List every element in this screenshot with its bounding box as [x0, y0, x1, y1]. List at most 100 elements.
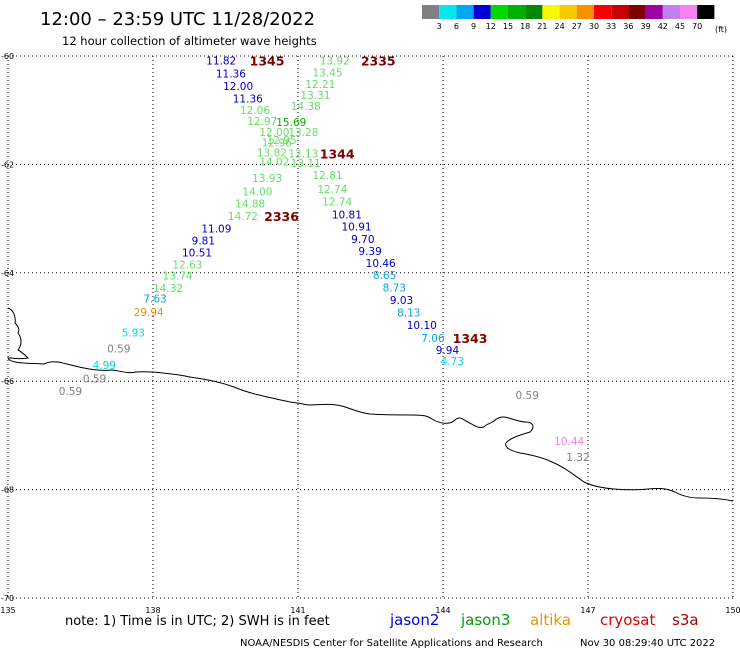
longitude-tick-label: 147	[580, 606, 595, 615]
wave-height-value: 12.96	[262, 138, 292, 150]
wave-height-value: 11.09	[201, 223, 231, 235]
latitude-tick-label: -68	[1, 486, 14, 495]
latitude-tick-label: -62	[1, 160, 14, 169]
footer-timestamp: Nov 30 08:29:40 UTC 2022	[580, 638, 715, 649]
wave-height-value: 12.13	[288, 149, 318, 161]
wave-height-value: 12.00	[223, 81, 253, 93]
pass-time-labels: 1345 2335 1344 2336 1343	[250, 53, 488, 346]
wave-height-value: 7.06	[421, 333, 445, 345]
wave-height-observations: 11.8211.3612.0011.3612.0612.9714.0213.93…	[59, 55, 590, 464]
footer-note: note: 1) Time is in UTC; 2) SWH is in fe…	[65, 614, 330, 629]
legend-label: 24	[555, 22, 565, 31]
wave-height-value: 12.95	[267, 135, 297, 147]
wave-height-value: 14.02	[259, 157, 289, 169]
legend-swatch	[594, 5, 612, 19]
legend-label: 3	[437, 22, 442, 31]
wave-height-value: 10.81	[332, 209, 362, 221]
footer-credit: NOAA/NESDIS Center for Satellite Applica…	[240, 638, 543, 649]
wave-height-value: 12.21	[305, 79, 335, 91]
wave-height-value: 13.31	[300, 90, 330, 102]
legend-swatch	[508, 5, 526, 19]
wave-height-value: 11.36	[216, 68, 246, 80]
legend-swatch	[611, 5, 629, 19]
lat-lon-grid	[7, 55, 734, 599]
wave-height-value: 14.32	[153, 283, 183, 295]
wave-height-value: 10.44	[554, 436, 584, 448]
satellite-legend: jason2 jason3 altika cryosat s3a	[389, 611, 699, 629]
longitude-tick-label: 141	[290, 606, 305, 615]
satellite-name-s3a: s3a	[672, 611, 699, 629]
latitude-tick-label: -70	[1, 594, 14, 603]
wave-height-value: 12.81	[313, 170, 343, 182]
pass-time-label: 1343	[453, 331, 488, 346]
map-title: 12:00 – 23:59 UTC 11/28/2022	[40, 9, 315, 30]
color-legend-labels: 3 6 9 12 15 18 21 24 27 30 33 36 39 42 45 70	[437, 22, 703, 31]
wave-height-value: 5.93	[122, 327, 145, 339]
wave-height-value: 14.72	[228, 211, 258, 223]
legend-swatch	[645, 5, 663, 19]
legend-swatch	[559, 5, 577, 19]
wave-height-value: 13.45	[313, 67, 343, 79]
legend-label: 36	[623, 22, 633, 31]
legend-label: 9	[471, 22, 476, 31]
wave-height-value: 9.81	[192, 235, 215, 247]
wave-height-value: 13.74	[163, 271, 193, 283]
antarctic-coastline	[7, 307, 734, 502]
legend-label: 27	[572, 22, 582, 31]
satellite-name-jason2: jason2	[389, 611, 439, 629]
wave-height-value: 4.99	[93, 360, 116, 372]
wave-height-value: 10.91	[342, 222, 372, 234]
pass-time-label: 2335	[361, 53, 396, 68]
legend-swatch	[680, 5, 698, 19]
legend-swatch	[422, 5, 440, 19]
legend-label: 18	[520, 22, 530, 31]
wave-height-value: 13.93	[252, 173, 282, 185]
wave-height-value: 9.39	[358, 246, 381, 258]
legend-label: 21	[537, 22, 547, 31]
legend-label: 6	[454, 22, 459, 31]
wave-height-value: 13.11	[291, 158, 321, 170]
wave-height-value: 29.94	[134, 307, 164, 319]
wave-height-value: 4.73	[441, 356, 464, 368]
legend-swatch	[525, 5, 543, 19]
wave-height-value: 12.06	[240, 105, 270, 117]
legend-label: 33	[606, 22, 616, 31]
legend-unit: (ft)	[715, 25, 727, 34]
satellite-name-jason3: jason3	[460, 611, 510, 629]
legend-swatch	[473, 5, 491, 19]
legend-swatch	[456, 5, 474, 19]
wave-height-value: 9.94	[436, 345, 460, 357]
wave-height-value: 8.73	[383, 282, 406, 294]
legend-swatch	[628, 5, 646, 19]
pass-time-label: 2336	[264, 209, 299, 224]
longitude-tick-label: 144	[435, 606, 450, 615]
wave-height-value: 12.74	[317, 184, 347, 196]
wave-height-value: 9.70	[351, 234, 374, 246]
wave-height-value: 0.59	[107, 344, 130, 356]
legend-label: 39	[641, 22, 651, 31]
wave-height-value: 15.69	[276, 117, 306, 129]
legend-label: 12	[486, 22, 496, 31]
legend-label: 45	[675, 22, 685, 31]
legend-swatch	[576, 5, 594, 19]
wave-height-value: 8.65	[373, 270, 396, 282]
wave-height-value: 11.36	[233, 93, 263, 105]
wave-height-value: 13.28	[288, 127, 318, 139]
wave-height-value: 8.13	[397, 307, 420, 319]
latitude-tick-label: -66	[1, 377, 14, 386]
longitude-tick-label: 150	[725, 606, 740, 615]
wave-height-value: 10.46	[366, 258, 396, 270]
legend-swatch	[542, 5, 560, 19]
legend-swatch	[662, 5, 680, 19]
legend-label: 42	[658, 22, 668, 31]
legend-swatch	[697, 5, 715, 19]
legend-swatch	[439, 5, 457, 19]
wave-height-value: 12.74	[322, 196, 352, 208]
longitude-tick-label: 138	[145, 606, 160, 615]
wave-height-value: 12.97	[247, 116, 277, 128]
wave-height-value: 10.51	[182, 248, 212, 260]
wave-height-value: 14.88	[235, 198, 265, 210]
satellite-name-altika: altika	[530, 611, 571, 629]
